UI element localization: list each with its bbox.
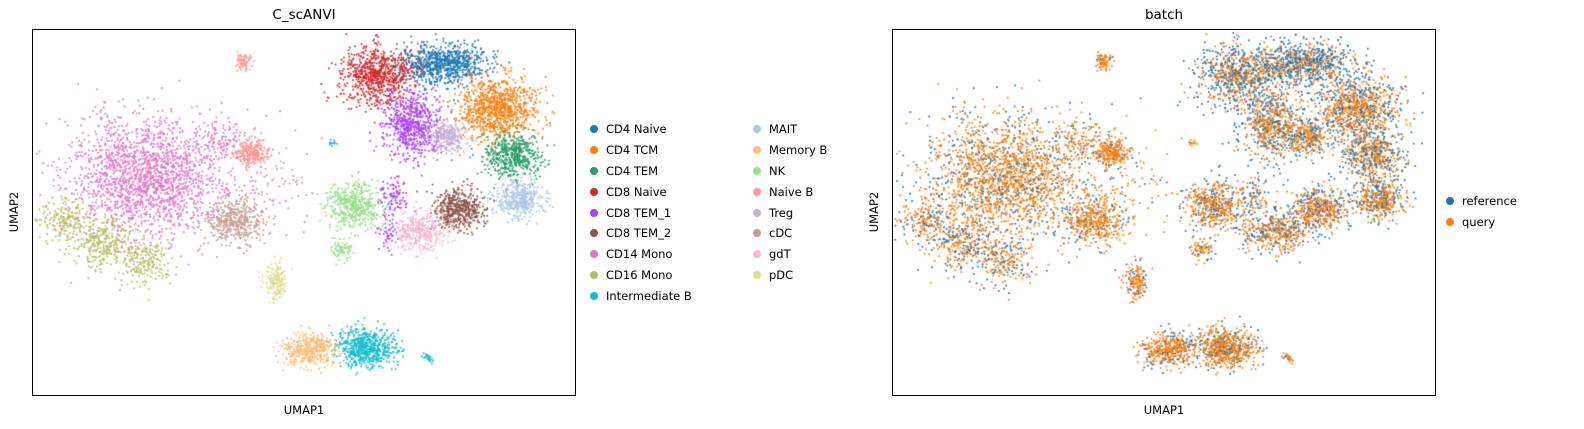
legend-label: Naive B <box>769 184 814 199</box>
legend-label: gdT <box>769 247 791 262</box>
legend-label: pDC <box>769 267 794 282</box>
scanvi-umap-plot <box>32 29 576 396</box>
legend-label: MAIT <box>769 122 798 137</box>
legend-label: CD8 TEM_2 <box>606 226 672 241</box>
legend-item: CD4 TCM <box>590 140 753 161</box>
right-plot-xlabel: UMAP1 <box>1143 403 1185 417</box>
legend-swatch <box>590 291 598 300</box>
legend-item: Intermediate B <box>590 285 753 306</box>
legend-item: CD16 Mono <box>590 265 753 286</box>
legend-swatch <box>753 187 761 196</box>
legend-label: CD16 Mono <box>606 267 673 282</box>
legend-swatch <box>590 125 598 134</box>
legend-swatch <box>1446 197 1454 206</box>
legend-item: query <box>1446 212 1517 233</box>
legend-label: Intermediate B <box>606 288 692 303</box>
left-plot-ylabel: UMAP2 <box>7 191 21 233</box>
right-plot-ylabel: UMAP2 <box>867 191 881 233</box>
legend-label: CD4 TEM <box>606 163 659 178</box>
legend-swatch <box>753 208 761 217</box>
legend-item: CD8 TEM_2 <box>590 223 753 244</box>
legend-label: cDC <box>769 226 793 241</box>
legend-item: MAIT <box>753 119 827 140</box>
legend-item: Treg <box>753 202 827 223</box>
right-plot-title: batch <box>1144 7 1184 23</box>
legend-swatch <box>590 250 598 259</box>
legend-item: CD8 TEM_1 <box>590 202 753 223</box>
legend-label: CD8 Naive <box>606 184 667 199</box>
legend-label: query <box>1462 215 1496 230</box>
scanvi-umap-canvas <box>33 30 575 395</box>
legend-item: CD8 Naive <box>590 181 753 202</box>
legend-label: CD14 Mono <box>606 247 673 262</box>
legend-item: CD4 Naive <box>590 119 753 140</box>
legend-swatch <box>753 229 761 238</box>
left-plot-xlabel: UMAP1 <box>283 403 325 417</box>
batch-umap-canvas <box>893 30 1435 395</box>
celltype-legend-column-1: CD4 Naive CD4 TCM CD4 TEM CD8 Naive CD8 TEM_… <box>590 119 753 306</box>
legend-label: CD4 TCM <box>606 143 659 158</box>
legend-swatch <box>753 250 761 259</box>
batch-legend-column: reference query <box>1446 191 1517 233</box>
legend-swatch <box>753 146 761 155</box>
legend-item: Memory B <box>753 140 827 161</box>
legend-label: CD4 Naive <box>606 122 667 137</box>
batch-umap-plot <box>892 29 1436 396</box>
legend-swatch <box>590 187 598 196</box>
legend-item: CD14 Mono <box>590 244 753 265</box>
legend-item: gdT <box>753 244 827 265</box>
batch-legend: reference query <box>1446 191 1517 233</box>
legend-label: Memory B <box>769 143 828 158</box>
legend-item: CD4 TEM <box>590 161 753 182</box>
legend-swatch <box>1446 218 1454 227</box>
legend-item: reference <box>1446 191 1517 212</box>
celltype-legend-column-2: MAIT Memory B NK Naive B Treg cDC gdT pDC <box>753 119 827 306</box>
legend-item: cDC <box>753 223 827 244</box>
legend-swatch <box>590 229 598 238</box>
left-plot-title: C_scANVI <box>272 7 336 23</box>
legend-swatch <box>590 270 598 279</box>
legend-item: Naive B <box>753 181 827 202</box>
legend-swatch <box>590 208 598 217</box>
legend-label: CD8 TEM_1 <box>606 205 672 220</box>
legend-label: reference <box>1462 194 1517 209</box>
legend-swatch <box>590 146 598 155</box>
legend-swatch <box>753 125 761 134</box>
celltype-legend: CD4 Naive CD4 TCM CD4 TEM CD8 Naive CD8 TEM_… <box>590 119 827 306</box>
legend-swatch <box>753 270 761 279</box>
legend-swatch <box>590 166 598 175</box>
legend-label: NK <box>769 163 786 178</box>
legend-item: NK <box>753 161 827 182</box>
legend-item: pDC <box>753 265 827 286</box>
legend-label: Treg <box>769 205 794 220</box>
legend-swatch <box>753 166 761 175</box>
